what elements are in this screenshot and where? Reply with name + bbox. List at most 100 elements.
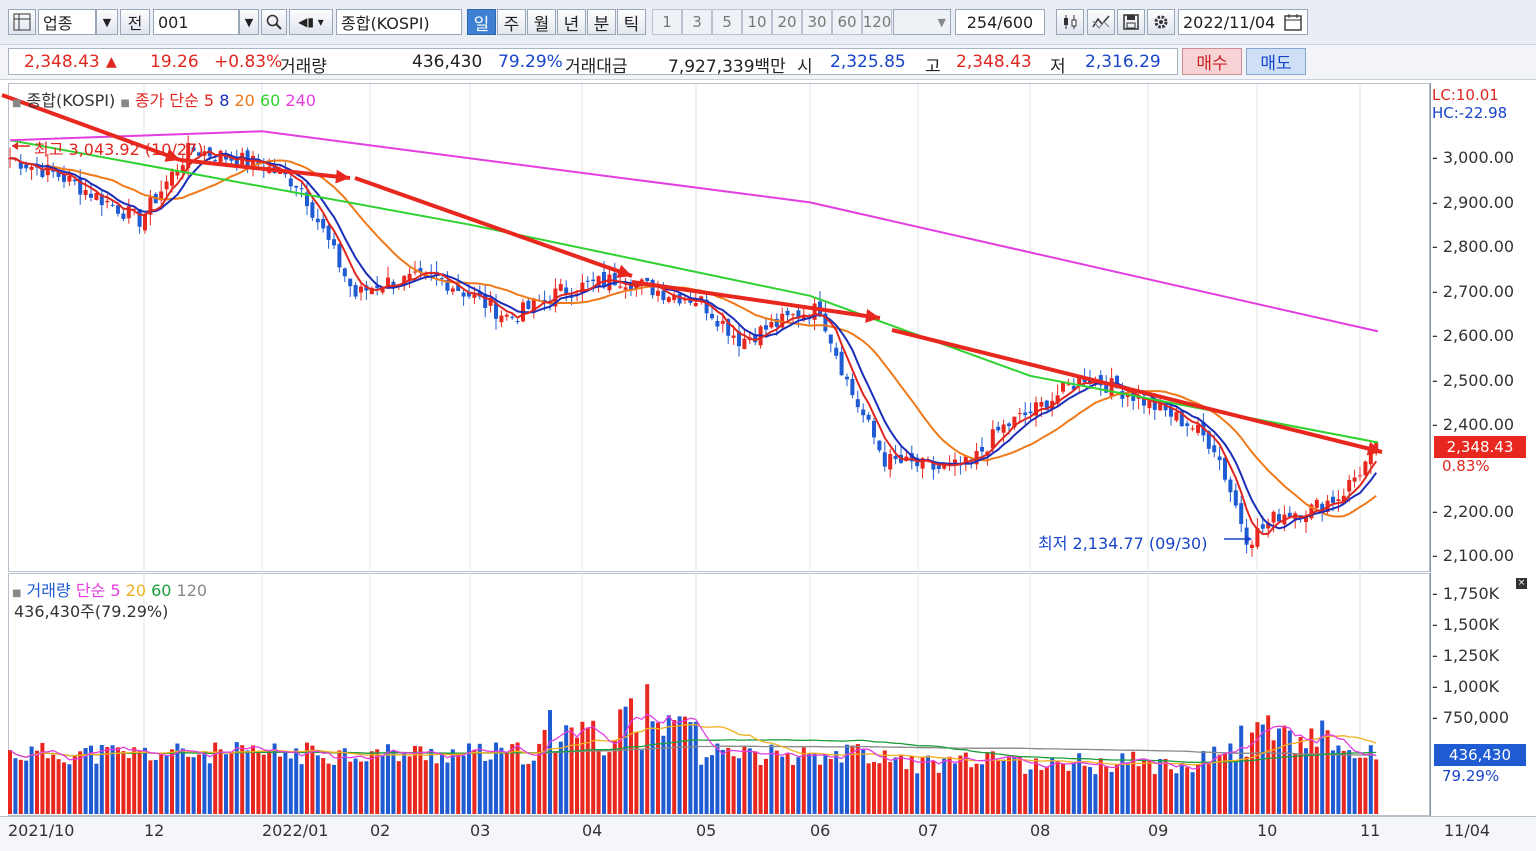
volume-bar [704, 757, 709, 814]
interval-button-20[interactable]: 20 [772, 9, 802, 35]
trend-arrowhead [616, 264, 632, 278]
volume-bar [240, 745, 245, 814]
candle-body [1309, 504, 1314, 519]
save-icon[interactable] [1117, 9, 1145, 35]
interval-dropdown[interactable]: ▼ [893, 9, 951, 35]
candle-body [1082, 379, 1087, 382]
candle-body [558, 284, 563, 291]
volume-bar [1244, 756, 1249, 814]
candle-body [472, 294, 477, 298]
volume-bar [1163, 758, 1168, 814]
candle-body [456, 284, 461, 291]
candle-body [1023, 412, 1028, 416]
period-tab-5[interactable]: 틱 [617, 9, 646, 35]
period-tab-3[interactable]: 년 [557, 9, 586, 35]
volume-axis[interactable] [1430, 573, 1536, 816]
sell-button[interactable]: 매도 [1246, 48, 1306, 75]
candle-icon[interactable] [1056, 9, 1084, 35]
close-icon[interactable]: × [1516, 578, 1527, 589]
candle-body [1239, 503, 1244, 525]
vma120-label: 120 [176, 581, 208, 600]
sound-icon[interactable]: ◀▮ ▾ [289, 9, 333, 35]
chart-type-icon[interactable] [1087, 9, 1115, 35]
search-icon[interactable] [261, 9, 287, 35]
code-input[interactable]: 001 [153, 9, 239, 35]
candle-body [56, 171, 61, 177]
candle-body [828, 334, 833, 344]
candle-body [893, 456, 898, 460]
volume-bar [494, 742, 498, 814]
last-volume-pct: 79.29% [1442, 767, 1500, 785]
volume-bar [148, 760, 153, 814]
candle-body [699, 296, 704, 301]
period-tab-4[interactable]: 분 [587, 9, 616, 35]
quote-box [8, 48, 1178, 75]
candle-body [591, 279, 596, 282]
volume-tick-label: - 1,250K [1432, 646, 1500, 665]
candle-body [953, 459, 957, 466]
candle-body [67, 176, 72, 182]
volume-bar [461, 755, 466, 814]
volume-bar [607, 752, 612, 814]
count-field[interactable]: 254/600 [955, 9, 1045, 35]
candle-body [288, 178, 293, 187]
last-pct-label: 0.83% [1442, 457, 1490, 475]
candle-body [24, 164, 29, 169]
volume-bar [1001, 759, 1006, 814]
interval-button-5[interactable]: 5 [712, 9, 742, 35]
date-axis[interactable] [0, 816, 1536, 851]
volume-bar [904, 769, 909, 814]
volume-bar [224, 754, 228, 814]
period-tab-0[interactable]: 일 [467, 9, 496, 35]
volume-bar [1196, 764, 1200, 814]
name-value: 종합(KOSPI) [341, 14, 430, 33]
candle-body [1017, 413, 1022, 415]
volume-bar [812, 752, 817, 814]
candle-body [645, 277, 650, 281]
candle-body [904, 456, 909, 461]
up-arrow-icon: ▲ [106, 54, 117, 70]
interval-button-30[interactable]: 30 [802, 9, 832, 35]
volume-bar [877, 763, 882, 814]
calendar-icon[interactable] [1284, 13, 1302, 35]
code-dropdown-icon[interactable]: ▼ [239, 9, 259, 35]
quote-volume-ratio: 79.29% [498, 52, 563, 72]
volume-bar [305, 742, 309, 814]
volume-bar [963, 752, 968, 814]
interval-button-10[interactable]: 10 [742, 9, 772, 35]
interval-button-1[interactable]: 1 [652, 9, 682, 35]
ma240-line [9, 130, 1379, 333]
volume-bar [537, 743, 542, 814]
buy-button[interactable]: 매수 [1182, 48, 1242, 75]
volume-bar [618, 709, 623, 814]
volume-bar [348, 761, 353, 814]
volume-bar [780, 756, 785, 814]
volume-bar [990, 751, 995, 814]
volume-bar [839, 762, 844, 814]
name-field: 종합(KOSPI) [336, 9, 462, 35]
volume-bar [126, 758, 131, 814]
price-chart-pane[interactable] [8, 83, 1430, 572]
candle-body [780, 313, 785, 328]
gear-icon[interactable] [1147, 9, 1175, 35]
period-tab-1[interactable]: 주 [497, 9, 526, 35]
volume-bar [985, 753, 990, 814]
volume-bar [693, 721, 698, 814]
volume-bar [791, 764, 795, 814]
period-tab-2[interactable]: 월 [527, 9, 556, 35]
lc-label: LC:10.01 [1432, 86, 1499, 104]
vma5-label: 5 [110, 581, 121, 600]
market-select[interactable]: 업종 [38, 9, 96, 35]
count-total: /600 [997, 12, 1034, 32]
layout-icon[interactable] [8, 9, 36, 35]
candle-body [920, 458, 925, 469]
volume-bar [1363, 757, 1368, 814]
prev-button[interactable]: 전 [120, 9, 150, 35]
interval-button-60[interactable]: 60 [832, 9, 862, 35]
interval-button-3[interactable]: 3 [682, 9, 712, 35]
volume-bar [569, 727, 574, 814]
interval-button-120[interactable]: 120 [862, 9, 892, 35]
volume-bar [1368, 745, 1373, 814]
price-axis[interactable] [1430, 83, 1536, 572]
market-dropdown-icon[interactable]: ▼ [96, 9, 118, 35]
